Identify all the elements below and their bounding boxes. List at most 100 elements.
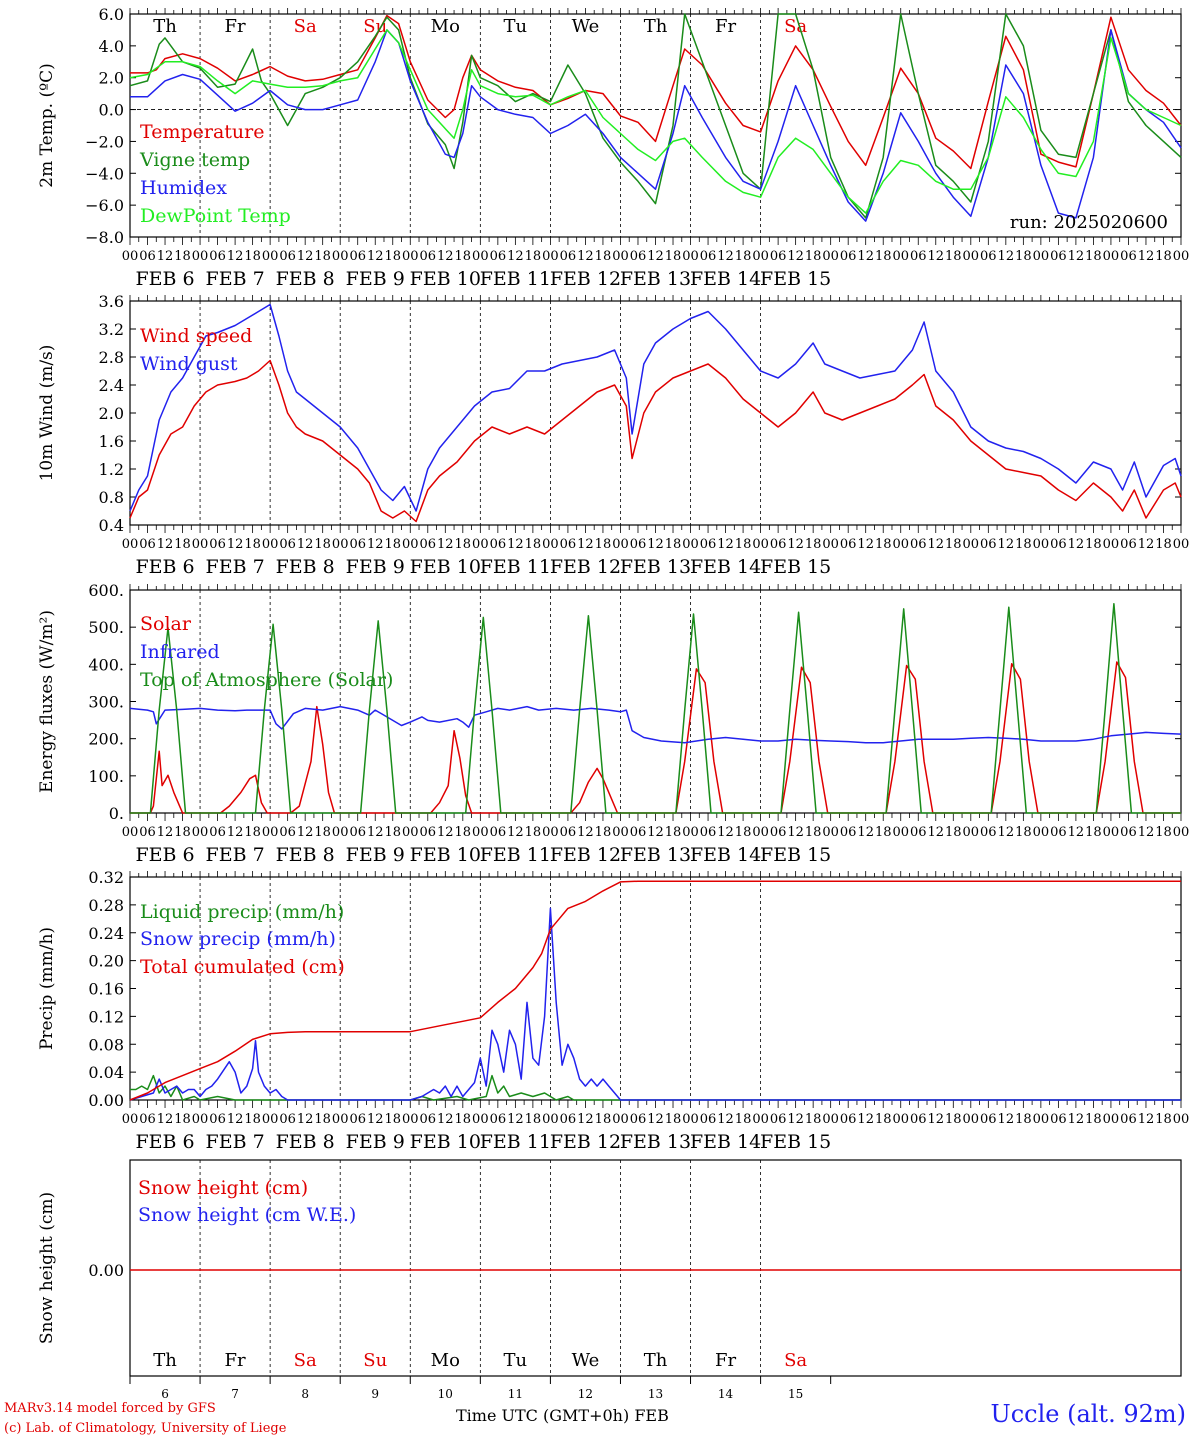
y-tick-label: 0.04 xyxy=(88,1063,124,1082)
y-tick-label: 3.6 xyxy=(99,292,124,311)
hour-tick-label: 12 xyxy=(927,249,944,264)
hour-tick-label: 06 xyxy=(490,249,507,264)
hour-tick-label: 12 xyxy=(927,537,944,552)
hour-tick-label: 06 xyxy=(770,825,787,840)
hour-tick-label: 18 xyxy=(805,537,822,552)
weekday-label: Fr xyxy=(715,16,736,37)
date-label: FEB 13 xyxy=(620,844,691,866)
series-line-wind-speed xyxy=(129,359,1182,523)
hour-tick-label: 06 xyxy=(420,249,437,264)
hour-tick-label: 06 xyxy=(349,1112,366,1127)
weekday-label: Sa xyxy=(784,1350,807,1371)
hour-tick-label: 18 xyxy=(875,249,892,264)
hour-tick-label: 06 xyxy=(209,825,226,840)
hour-tick-label: 06 xyxy=(700,249,717,264)
hour-tick-label: 18 xyxy=(314,1112,331,1127)
hour-tick-label: 18 xyxy=(665,249,682,264)
hour-tick-label: 00 xyxy=(892,1112,909,1127)
hour-tick-label: 18 xyxy=(1155,1112,1172,1127)
hour-tick-label: 12 xyxy=(437,249,454,264)
hour-tick-label: 18 xyxy=(665,537,682,552)
hour-tick-label: 18 xyxy=(525,825,542,840)
hour-tick-label: 18 xyxy=(384,537,401,552)
hour-tick-label: 00 xyxy=(472,825,489,840)
hour-tick-label: 06 xyxy=(349,537,366,552)
date-label: FEB 9 xyxy=(346,1131,405,1153)
hour-tick-label: 12 xyxy=(577,1112,594,1127)
hour-tick-label: 18 xyxy=(595,1112,612,1127)
hour-tick-label: 12 xyxy=(437,825,454,840)
series-line-snow-precip-mm-h- xyxy=(129,907,1181,1101)
hour-tick-label: 18 xyxy=(945,825,962,840)
y-tick-label: 100. xyxy=(88,767,124,786)
date-label: FEB 7 xyxy=(206,1131,265,1153)
hour-tick-label: 12 xyxy=(857,1112,874,1127)
hour-tick-label: 06 xyxy=(630,1112,647,1127)
hour-tick-label: 06 xyxy=(560,537,577,552)
hour-tick-label: 06 xyxy=(139,537,156,552)
hour-tick-label: 06 xyxy=(279,537,296,552)
date-label: FEB 10 xyxy=(410,844,481,866)
hour-tick-label: 06 xyxy=(1120,825,1137,840)
series-line-top-of-atmosphere-solar- xyxy=(130,602,1181,814)
hour-tick-label: 12 xyxy=(437,537,454,552)
date-label: FEB 13 xyxy=(620,556,691,578)
hour-tick-label: 12 xyxy=(927,1112,944,1127)
series-line-solar xyxy=(130,661,1181,814)
hour-tick-label: 06 xyxy=(770,249,787,264)
hour-tick-label: 18 xyxy=(1085,825,1102,840)
x-axis-title: Time UTC (GMT+0h) FEB xyxy=(456,1406,669,1425)
series-line-infrared xyxy=(129,705,1182,744)
hour-tick-label: 12 xyxy=(1138,249,1155,264)
hour-tick-label: 00 xyxy=(472,1112,489,1127)
hour-tick-label: 18 xyxy=(384,249,401,264)
hour-tick-label: 00 xyxy=(542,249,559,264)
series-line-total-cumulated-cm- xyxy=(129,880,1181,1101)
hour-tick-label: 06 xyxy=(840,249,857,264)
hour-tick-label: 18 xyxy=(244,537,261,552)
day-number-label: 6 xyxy=(161,1387,169,1401)
hour-tick-label: 12 xyxy=(717,249,734,264)
hour-tick-label: 00 xyxy=(402,537,419,552)
legend-label-wind-gust: Wind gust xyxy=(140,353,238,375)
hour-tick-label: 06 xyxy=(420,1112,437,1127)
hour-tick-label: 00 xyxy=(122,825,139,840)
hour-tick-label: 18 xyxy=(595,825,612,840)
hour-tick-label: 18 xyxy=(735,249,752,264)
weekday-label: Su xyxy=(363,1350,387,1371)
hour-tick-label: 12 xyxy=(998,1112,1015,1127)
hour-tick-label: 12 xyxy=(998,249,1015,264)
hour-tick-label: 06 xyxy=(349,825,366,840)
hour-tick-label: 06 xyxy=(560,1112,577,1127)
day-number-label: 8 xyxy=(301,1387,309,1401)
hour-tick-label: 12 xyxy=(998,825,1015,840)
hour-tick-label: 18 xyxy=(735,537,752,552)
hour-tick-label: 00 xyxy=(822,1112,839,1127)
date-label: FEB 14 xyxy=(690,268,761,290)
legend-label-wind-speed: Wind speed xyxy=(140,325,252,347)
hour-tick-label: 06 xyxy=(139,249,156,264)
y-tick-label: 0.8 xyxy=(99,488,124,507)
hour-tick-label: 06 xyxy=(770,537,787,552)
y-tick-label: 500. xyxy=(88,618,124,637)
hour-tick-label: 06 xyxy=(209,537,226,552)
weekday-label: Th xyxy=(644,16,668,37)
hour-tick-label: 18 xyxy=(174,825,191,840)
date-label: FEB 10 xyxy=(410,1131,481,1153)
hour-tick-label: 12 xyxy=(647,1112,664,1127)
legend-label-temperature: Temperature xyxy=(140,121,264,143)
hour-tick-label: 18 xyxy=(1085,249,1102,264)
hour-tick-label: 00 xyxy=(1033,825,1050,840)
y-tick-label: 2.0 xyxy=(99,69,124,88)
day-number-label: 9 xyxy=(371,1387,379,1401)
date-label: FEB 6 xyxy=(135,844,194,866)
hour-tick-label: 06 xyxy=(279,1112,296,1127)
credit-model: MARv3.14 model forced by GFS xyxy=(4,1401,216,1416)
hour-tick-label: 12 xyxy=(1068,249,1085,264)
legend-label-liquid-precip-mm-h-: Liquid precip (mm/h) xyxy=(140,901,344,923)
hour-tick-label: 06 xyxy=(420,825,437,840)
weekday-label: Th xyxy=(153,1350,177,1371)
hour-tick-label: 06 xyxy=(700,825,717,840)
hour-tick-label: 18 xyxy=(805,249,822,264)
date-label: FEB 7 xyxy=(206,556,265,578)
